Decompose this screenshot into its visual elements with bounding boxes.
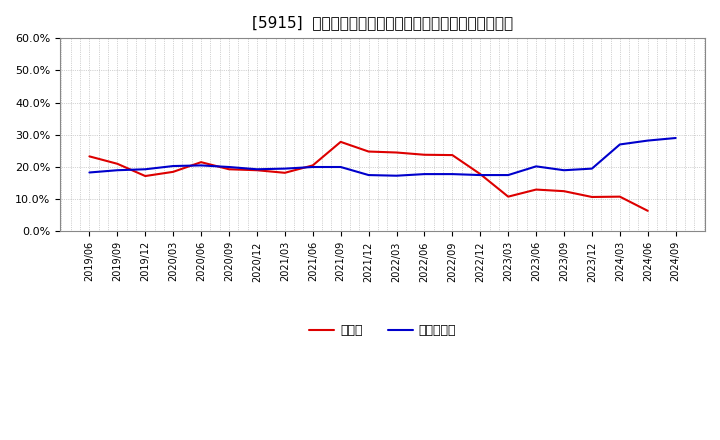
現頲金 — [308, 163, 317, 168]
有利子負債 — [504, 172, 513, 178]
有利子負債 — [392, 173, 401, 178]
現頲金 — [420, 152, 428, 158]
有利子負債 — [225, 165, 233, 170]
有利子負債 — [420, 172, 428, 177]
有利子負債 — [113, 168, 122, 173]
有利子負債 — [281, 166, 289, 171]
有利子負債 — [476, 172, 485, 178]
現頲金 — [559, 188, 568, 194]
有利子負債 — [141, 167, 150, 172]
有利子負債 — [253, 167, 261, 172]
現頲金 — [169, 169, 178, 175]
現頲金 — [588, 194, 596, 200]
有利子負債 — [85, 170, 94, 175]
Line: 現頲金: 現頲金 — [89, 142, 648, 211]
現頲金 — [336, 139, 345, 144]
現頲金 — [532, 187, 541, 192]
有利子負債 — [308, 165, 317, 170]
現頲金 — [504, 194, 513, 199]
現頲金 — [448, 152, 456, 158]
現頲金 — [253, 168, 261, 173]
有利子負債 — [197, 163, 205, 168]
有利子負債 — [532, 164, 541, 169]
Legend: 現頲金, 有利子負債: 現頲金, 有利子負債 — [304, 319, 462, 342]
現頲金 — [364, 149, 373, 154]
有利子負債 — [671, 136, 680, 141]
有利子負債 — [336, 165, 345, 170]
有利子負債 — [169, 163, 178, 169]
現頲金 — [644, 208, 652, 213]
現頲金 — [113, 161, 122, 166]
現頲金 — [281, 170, 289, 176]
現頲金 — [392, 150, 401, 155]
有利子負債 — [588, 166, 596, 171]
現頲金 — [225, 167, 233, 172]
Line: 有利子負債: 有利子負債 — [89, 138, 675, 176]
現頲金 — [85, 154, 94, 159]
現頲金 — [616, 194, 624, 199]
有利子負債 — [616, 142, 624, 147]
有利子負債 — [559, 168, 568, 173]
Title: [5915]  現頲金、有利子負債の総資産に対する比率の推移: [5915] 現頲金、有利子負債の総資産に対する比率の推移 — [252, 15, 513, 30]
現頲金 — [141, 173, 150, 179]
現頲金 — [197, 160, 205, 165]
現頲金 — [476, 172, 485, 177]
有利子負債 — [644, 138, 652, 143]
有利子負債 — [448, 172, 456, 177]
有利子負債 — [364, 172, 373, 178]
